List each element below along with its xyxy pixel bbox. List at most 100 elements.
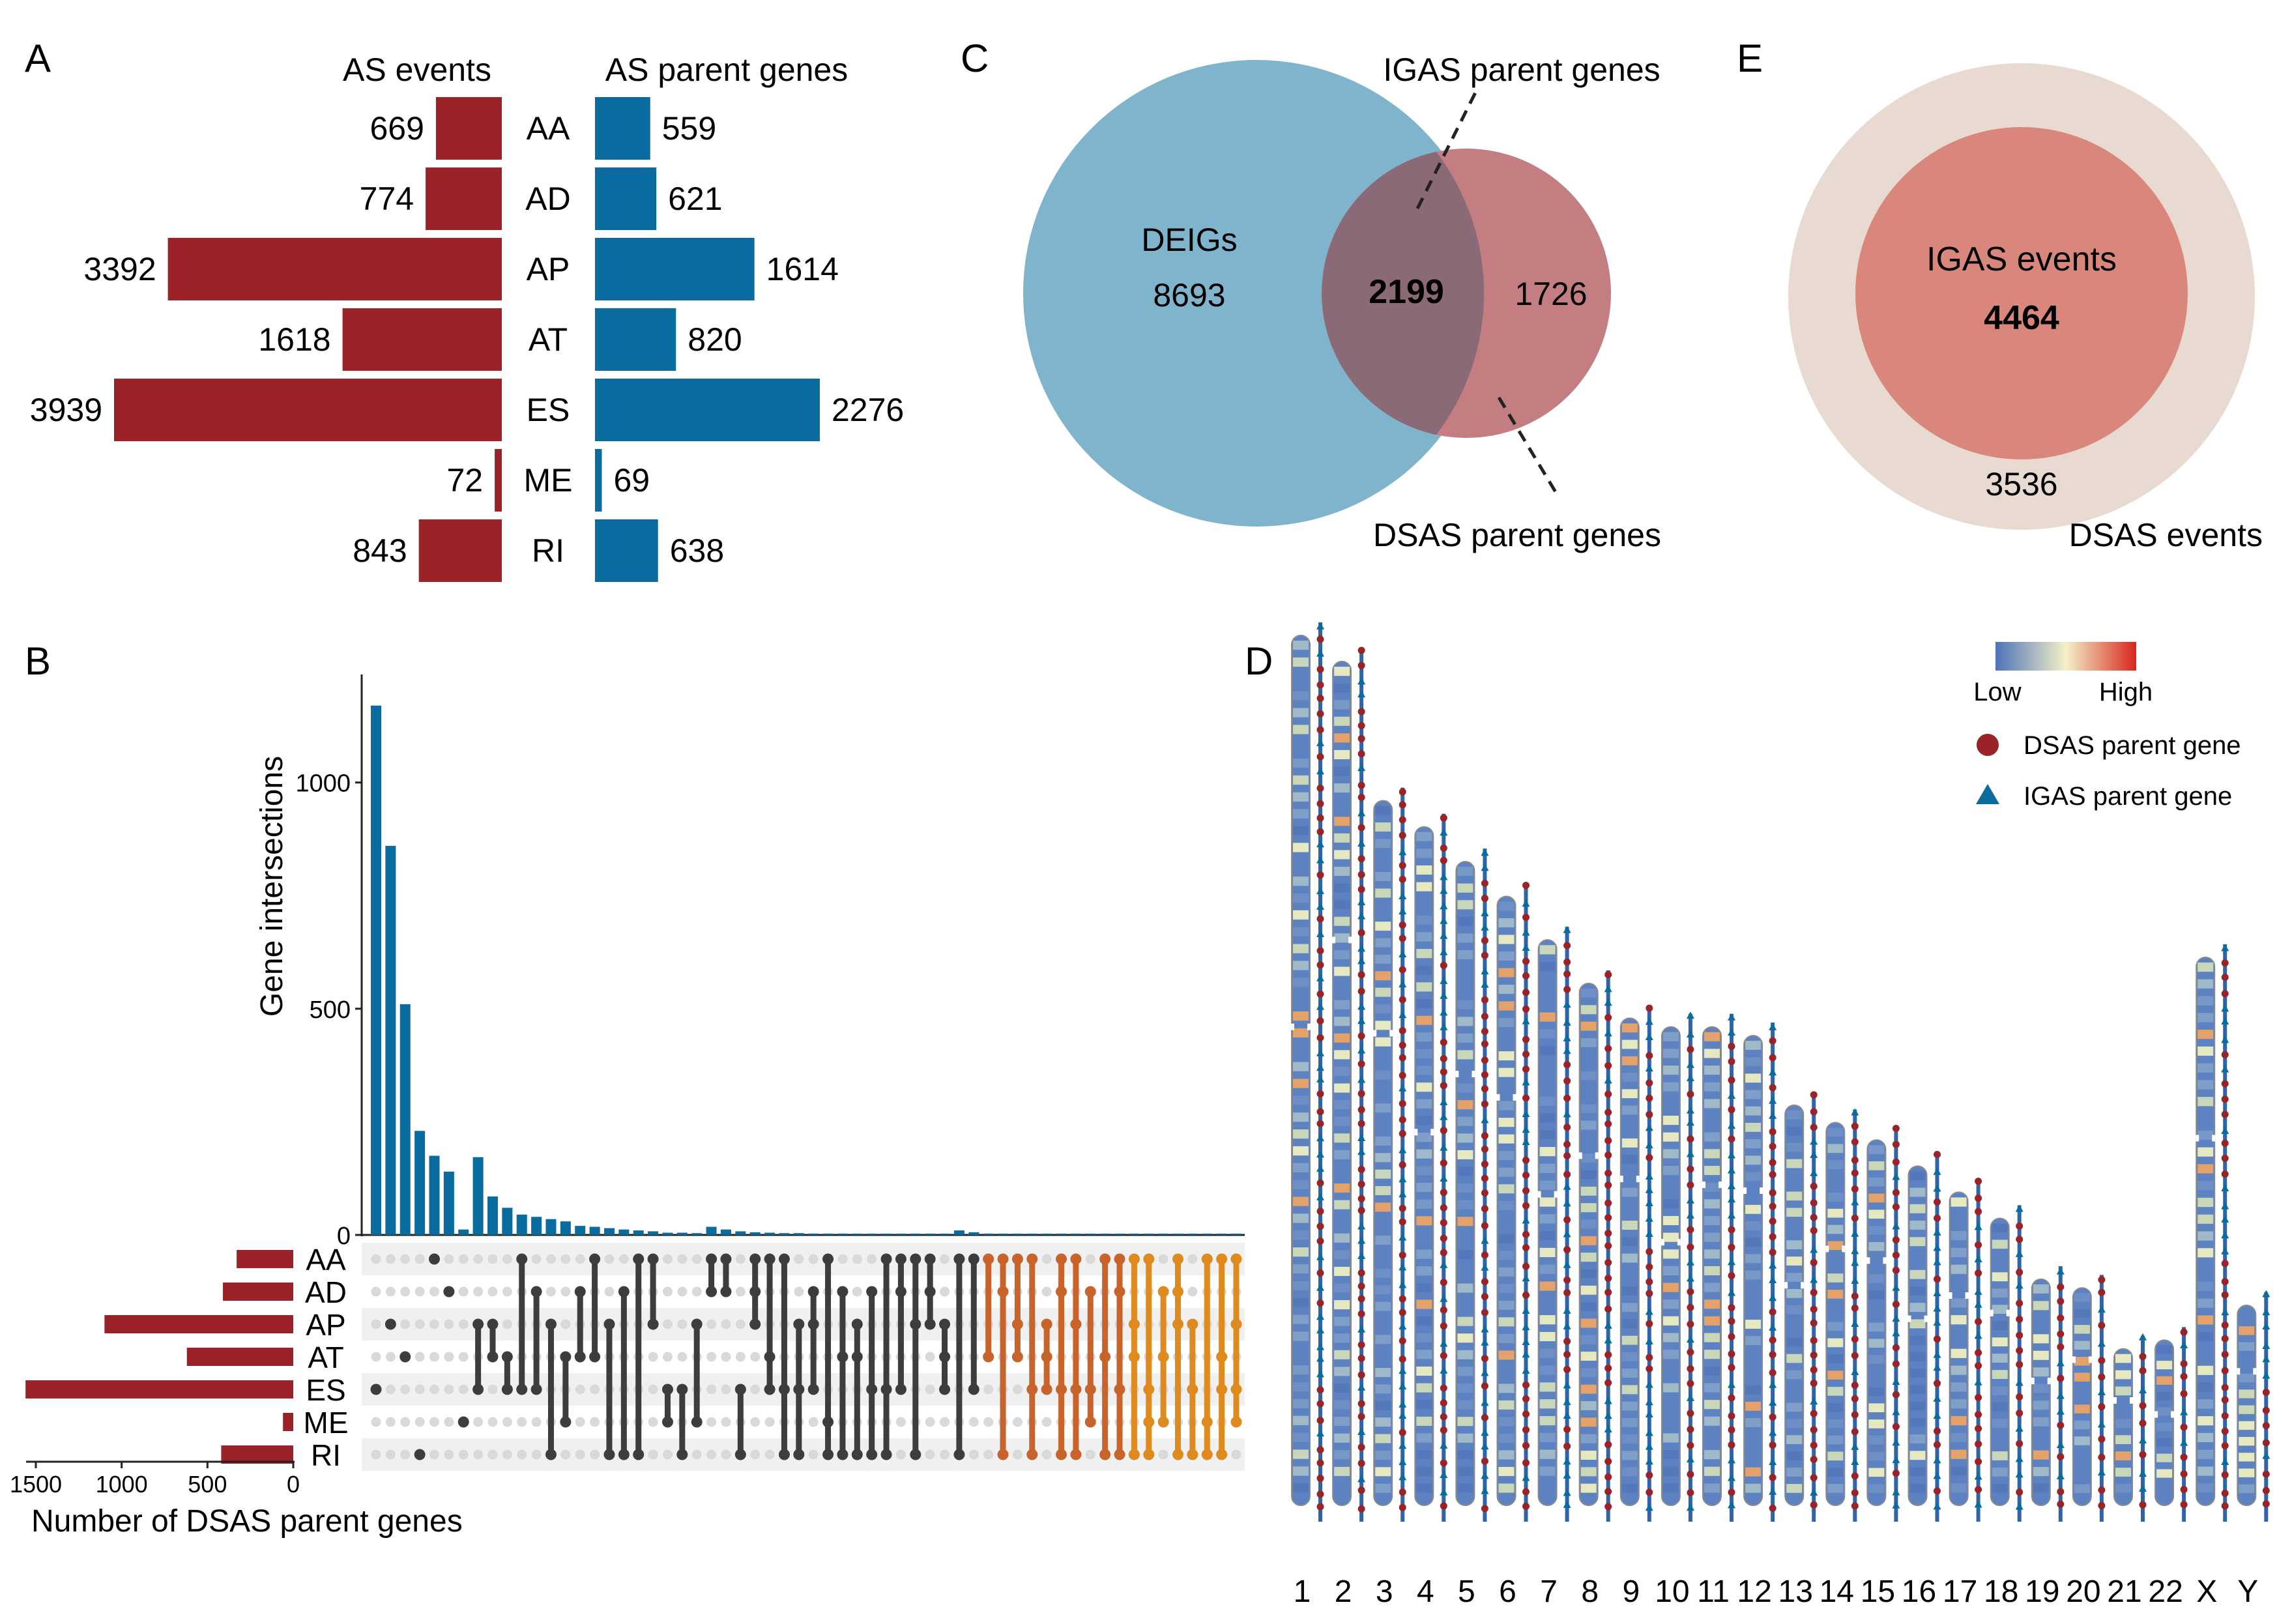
dsas-parent-gene-marker: [1481, 1382, 1488, 1390]
colorbar-low-label: Low: [1973, 678, 2021, 706]
chromosome-band: [1580, 1037, 1597, 1047]
intersection-bar: [487, 1196, 498, 1235]
igas-parent-gene-marker: [1316, 738, 1324, 746]
panel-a-left-title: AS events: [343, 51, 491, 88]
dsas-parent-gene-marker: [1399, 801, 1406, 809]
matrix-dot-filled: [983, 1351, 994, 1363]
chromosome-band: [2074, 1293, 2090, 1302]
dsas-parent-gene-marker: [2057, 1330, 2065, 1338]
matrix-dot-empty: [371, 1449, 381, 1460]
igas-parent-gene-marker: [1399, 1442, 1407, 1449]
matrix-dot-filled: [691, 1318, 703, 1330]
dsas-parent-gene-marker: [1687, 1135, 1694, 1143]
chromosome-band: [1334, 1200, 1350, 1210]
dsas-parent-gene-marker: [1769, 1170, 1777, 1178]
chromosome-band: [1580, 1120, 1597, 1130]
as-events-bar-ad: [426, 167, 502, 230]
igas-parent-gene-marker: [1728, 1211, 1735, 1219]
chromosome-band: [1375, 1054, 1391, 1064]
igas-parent-gene-marker: [1481, 967, 1489, 975]
dsas-parent-gene-marker: [1399, 1488, 1406, 1496]
chromosome-band: [1293, 725, 1309, 734]
igas-parent-gene-marker: [1316, 1429, 1324, 1437]
matrix-dot-filled: [647, 1318, 659, 1330]
dsas-parent-gene-marker: [2262, 1406, 2270, 1414]
dsas-parent-gene-marker: [1316, 990, 1324, 998]
matrix-dot-empty: [895, 1449, 906, 1460]
igas-parent-gene-marker: [1604, 1076, 1612, 1084]
igas-parent-gene-marker: [1481, 1442, 1489, 1450]
chromosome-band: [1580, 1021, 1597, 1031]
matrix-dot-filled: [1187, 1384, 1198, 1395]
chromosome-band: [2074, 1388, 2090, 1398]
dsas-parent-gene-marker: [2016, 1268, 2024, 1276]
chromosome-band: [1909, 1434, 1926, 1443]
matrix-dot-empty: [940, 1254, 950, 1264]
matrix-dot-filled: [764, 1351, 776, 1363]
chromosome-band: [1416, 1116, 1432, 1125]
dsas-parent-gene-marker: [1810, 1288, 1818, 1296]
chromosome-band: [2198, 1399, 2214, 1409]
chromosome-band: [1580, 1170, 1597, 1180]
dsas-parent-gene-marker: [2221, 1396, 2229, 1404]
igas-parent-gene-marker: [1440, 902, 1448, 910]
igas-parent-gene-marker: [1440, 1112, 1448, 1120]
igas-parent-gene-marker: [1974, 1300, 1982, 1308]
igas-parent-gene-marker: [1728, 1288, 1735, 1296]
dsas-parent-gene-marker: [1440, 1189, 1447, 1196]
matrix-dot-empty: [968, 1449, 979, 1460]
chromosome-band: [1621, 1483, 1638, 1493]
dsas-parent-gene-marker: [1316, 1474, 1324, 1482]
matrix-dot-filled: [1114, 1286, 1125, 1298]
matrix-dot-filled: [545, 1318, 557, 1330]
centromere-left: [1825, 1245, 1829, 1253]
dsas-parent-gene-marker: [2221, 959, 2229, 967]
chromosome-band: [1293, 792, 1309, 802]
as-events-value-ap: 3392: [83, 251, 156, 287]
igas-parent-gene-marker: [1933, 1363, 1941, 1371]
chromosome-band: [1334, 833, 1350, 843]
matrix-dot-empty: [735, 1286, 746, 1297]
chromosome-band: [2198, 1416, 2214, 1426]
chromosome-16: [1908, 1151, 1941, 1522]
dsas-parent-gene-marker: [1357, 929, 1365, 936]
matrix-dot-empty: [575, 1449, 585, 1460]
igas-parent-gene-marker: [2015, 1424, 2024, 1432]
dsas-parent-gene-marker: [1851, 1156, 1859, 1164]
dsas-parent-gene-marker: [1892, 1470, 1900, 1477]
dsas-parent-gene-marker: [2180, 1486, 2188, 1494]
chromosome-band: [1580, 1285, 1597, 1295]
matrix-dot-empty: [385, 1417, 396, 1427]
igas-parent-gene-marker: [1481, 1472, 1489, 1479]
igas-parent-gene-marker: [1316, 1002, 1324, 1010]
dsas-parent-gene-marker: [1728, 1394, 1735, 1402]
intersection-bar: [385, 845, 396, 1235]
chromosome-band: [2033, 1317, 2049, 1327]
dsas-parent-gene-marker: [1563, 1077, 1571, 1085]
chromosome-band: [1868, 1210, 1885, 1219]
chromosome-7: [1537, 925, 1571, 1522]
chromosome-band: [1580, 989, 1597, 998]
chromosome-band: [1662, 1249, 1679, 1259]
dsas-parent-gene-marker: [2016, 1361, 2024, 1369]
chromosome-band: [1704, 1283, 1720, 1292]
chromosome-band: [1375, 1467, 1391, 1477]
chromosome-band: [1334, 1316, 1350, 1326]
chromosome-17: [1949, 1178, 1982, 1522]
dsas-parent-gene-marker: [1522, 1381, 1530, 1389]
matrix-dot-empty: [371, 1352, 381, 1362]
dsas-parent-gene-marker: [1316, 635, 1324, 643]
chromosome-band: [1498, 1051, 1515, 1061]
chromosome-band: [1498, 1333, 1515, 1343]
dsas-parent-gene-marker: [1440, 1306, 1447, 1314]
matrix-dot-filled: [1026, 1449, 1038, 1460]
centromere-right: [2130, 1397, 2133, 1404]
dsas-parent-gene-marker: [2262, 1470, 2270, 1478]
chromosome-band: [1375, 987, 1391, 997]
igas-parent-gene-marker: [1522, 1216, 1530, 1224]
matrix-dot-empty: [414, 1384, 425, 1395]
matrix-dot-empty: [648, 1417, 658, 1427]
dsas-parent-gene-marker: [2016, 1236, 2024, 1243]
chromosome-band: [1539, 1348, 1556, 1358]
chromosome-band: [1334, 749, 1350, 760]
